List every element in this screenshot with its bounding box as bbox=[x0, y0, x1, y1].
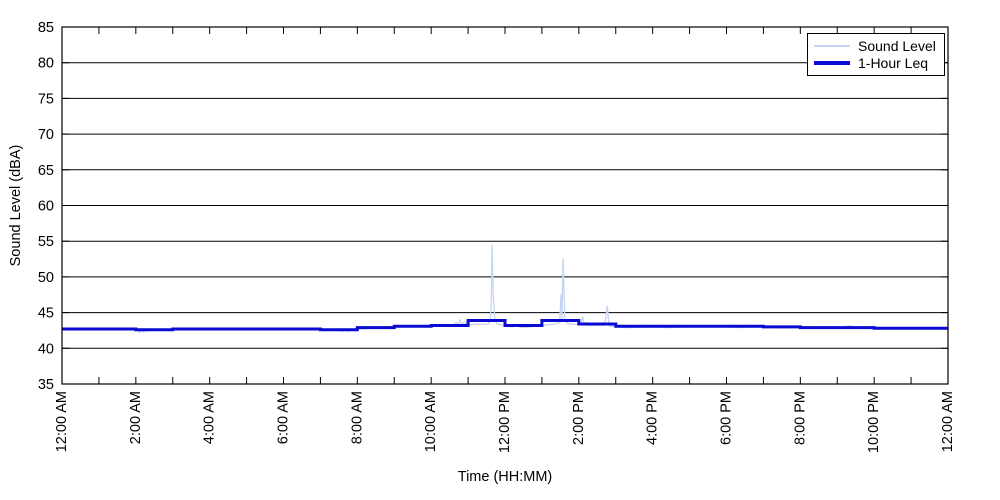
y-tick-label: 55 bbox=[38, 234, 54, 250]
x-tick-label: 8:00 PM bbox=[792, 391, 808, 445]
x-tick-label: 8:00 AM bbox=[349, 391, 365, 444]
x-tick-label: 4:00 AM bbox=[202, 391, 218, 444]
x-tick-label: 6:00 PM bbox=[719, 391, 735, 445]
x-axis-title: Time (HH:MM) bbox=[458, 469, 553, 485]
y-tick-label: 45 bbox=[38, 306, 54, 322]
y-tick-label: 70 bbox=[38, 127, 54, 143]
y-tick-label: 60 bbox=[38, 199, 54, 215]
legend-label-1-hour-leq: 1-Hour Leq bbox=[858, 55, 929, 72]
x-tick-label: 2:00 AM bbox=[128, 391, 144, 444]
legend: Sound Level 1-Hour Leq bbox=[807, 33, 945, 76]
x-tick-label: 6:00 AM bbox=[276, 391, 292, 444]
one-hour-leq-line bbox=[62, 319, 948, 332]
y-tick-label: 80 bbox=[38, 56, 54, 72]
x-tick-label: 2:00 PM bbox=[571, 391, 587, 445]
y-tick-label: 50 bbox=[38, 270, 54, 286]
x-tick-label: 10:00 PM bbox=[866, 391, 882, 453]
x-tick-label: 12:00 PM bbox=[497, 391, 513, 453]
y-tick-label: 40 bbox=[38, 341, 54, 357]
legend-line-swatch-1-hour-leq bbox=[814, 61, 850, 66]
y-tick-label: 75 bbox=[38, 91, 54, 107]
y-tick-label: 85 bbox=[38, 20, 54, 36]
x-tick-label: 12:00 AM bbox=[54, 391, 70, 452]
legend-entry-1-hour-leq: 1-Hour Leq bbox=[814, 55, 938, 71]
x-tick-label: 4:00 PM bbox=[645, 391, 661, 445]
y-axis-title: Sound Level (dBA) bbox=[8, 145, 24, 267]
legend-line-swatch-sound-level bbox=[814, 44, 850, 47]
x-tick-label: 10:00 AM bbox=[423, 391, 439, 452]
y-tick-label: 65 bbox=[38, 163, 54, 179]
y-tick-label: 35 bbox=[38, 377, 54, 393]
legend-label-sound-level: Sound Level bbox=[858, 37, 936, 54]
legend-entry-sound-level: Sound Level bbox=[814, 38, 938, 54]
x-tick-label: 12:00 AM bbox=[940, 391, 956, 452]
